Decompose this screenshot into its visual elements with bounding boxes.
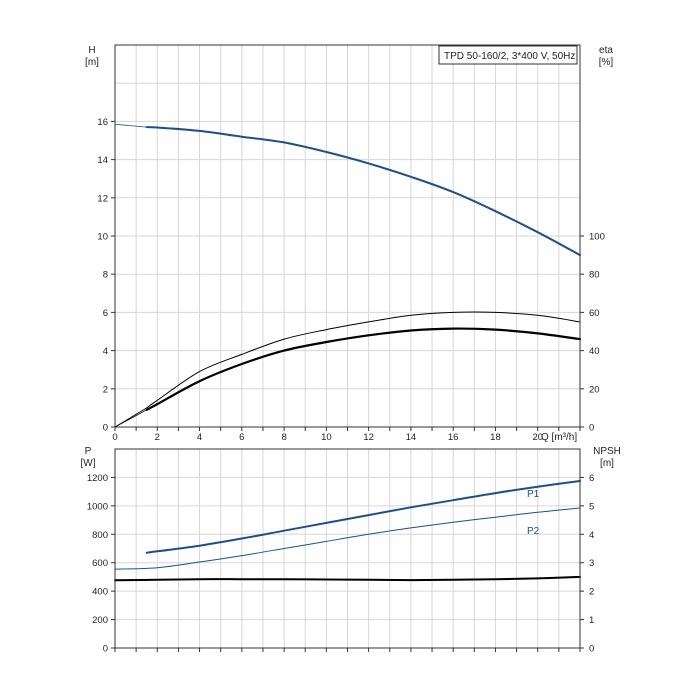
y-right-tick-label: 20 <box>589 384 600 395</box>
series-line-P1 <box>145 480 581 554</box>
y-left-tick-label: 2 <box>103 384 108 395</box>
p-axis-unit: [W] <box>81 458 96 469</box>
y-left-tick-label: 12 <box>97 193 108 204</box>
x-tick-label: 2 <box>155 432 160 443</box>
h-axis-unit: [m] <box>85 57 99 68</box>
x-tick-label: 14 <box>406 432 417 443</box>
series-label-p1: P1 <box>527 489 540 500</box>
y-left-tick-label: 800 <box>92 530 108 541</box>
q-axis-label: Q [m³/h] <box>541 432 577 443</box>
h-axis-label: H <box>88 45 95 56</box>
y-left-tick-label: 14 <box>97 155 108 166</box>
y-right-tick-label: 1 <box>589 615 594 626</box>
y-right-tick-label: 4 <box>589 530 594 541</box>
series-line-NPSH <box>114 575 581 582</box>
npsh-axis-unit: [m] <box>600 458 614 469</box>
y-right-tick-label: 0 <box>589 423 594 434</box>
series-line-eta-2 <box>145 327 582 411</box>
y-right-tick-label: 100 <box>589 232 605 243</box>
x-tick-label: 10 <box>321 432 332 443</box>
y-right-tick-label: 3 <box>589 558 594 569</box>
chart-title: TPD 50-160/2, 3*400 V, 50Hz <box>444 51 575 62</box>
y-left-tick-label: 1200 <box>87 473 108 484</box>
y-left-tick-label: 400 <box>92 587 108 598</box>
y-left-tick-label: 6 <box>103 308 108 319</box>
y-left-tick-label: 600 <box>92 558 108 569</box>
y-left-tick-label: 200 <box>92 615 108 626</box>
series-line-eta-1 <box>146 311 581 409</box>
y-left-tick-label: 0 <box>103 423 108 434</box>
curve-extension <box>114 123 147 128</box>
series-line-H <box>145 126 581 257</box>
x-tick-label: 12 <box>363 432 374 443</box>
y-left-tick-label: 1000 <box>87 501 108 512</box>
y-right-tick-label: 40 <box>589 346 600 357</box>
x-tick-label: 4 <box>197 432 202 443</box>
y-right-tick-label: 0 <box>589 644 594 655</box>
y-left-tick-label: 0 <box>103 644 108 655</box>
x-tick-label: 0 <box>112 432 117 443</box>
x-tick-label: 20 <box>532 432 543 443</box>
y-left-tick-label: 8 <box>103 270 108 281</box>
y-left-tick-label: 4 <box>103 346 108 357</box>
title-box <box>438 45 578 65</box>
npsh-axis-label: NPSH <box>593 446 621 457</box>
eta-axis-unit: [%] <box>599 57 614 68</box>
curve-extension <box>114 409 147 428</box>
y-right-tick-label: 5 <box>589 501 594 512</box>
y-right-tick-label: 60 <box>589 308 600 319</box>
y-right-tick-label: 2 <box>589 587 594 598</box>
series-line-P2 <box>114 507 581 570</box>
p-axis-label: P <box>85 446 92 457</box>
series-label-p2: P2 <box>527 526 540 537</box>
x-tick-label: 16 <box>448 432 459 443</box>
y-left-tick-label: 16 <box>97 117 108 128</box>
y-right-tick-label: 6 <box>589 473 594 484</box>
eta-axis-label: eta <box>599 45 613 56</box>
y-right-tick-label: 80 <box>589 270 600 281</box>
y-left-tick-label: 10 <box>97 232 108 243</box>
x-tick-label: 18 <box>490 432 501 443</box>
x-tick-label: 6 <box>239 432 244 443</box>
x-tick-label: 8 <box>281 432 286 443</box>
